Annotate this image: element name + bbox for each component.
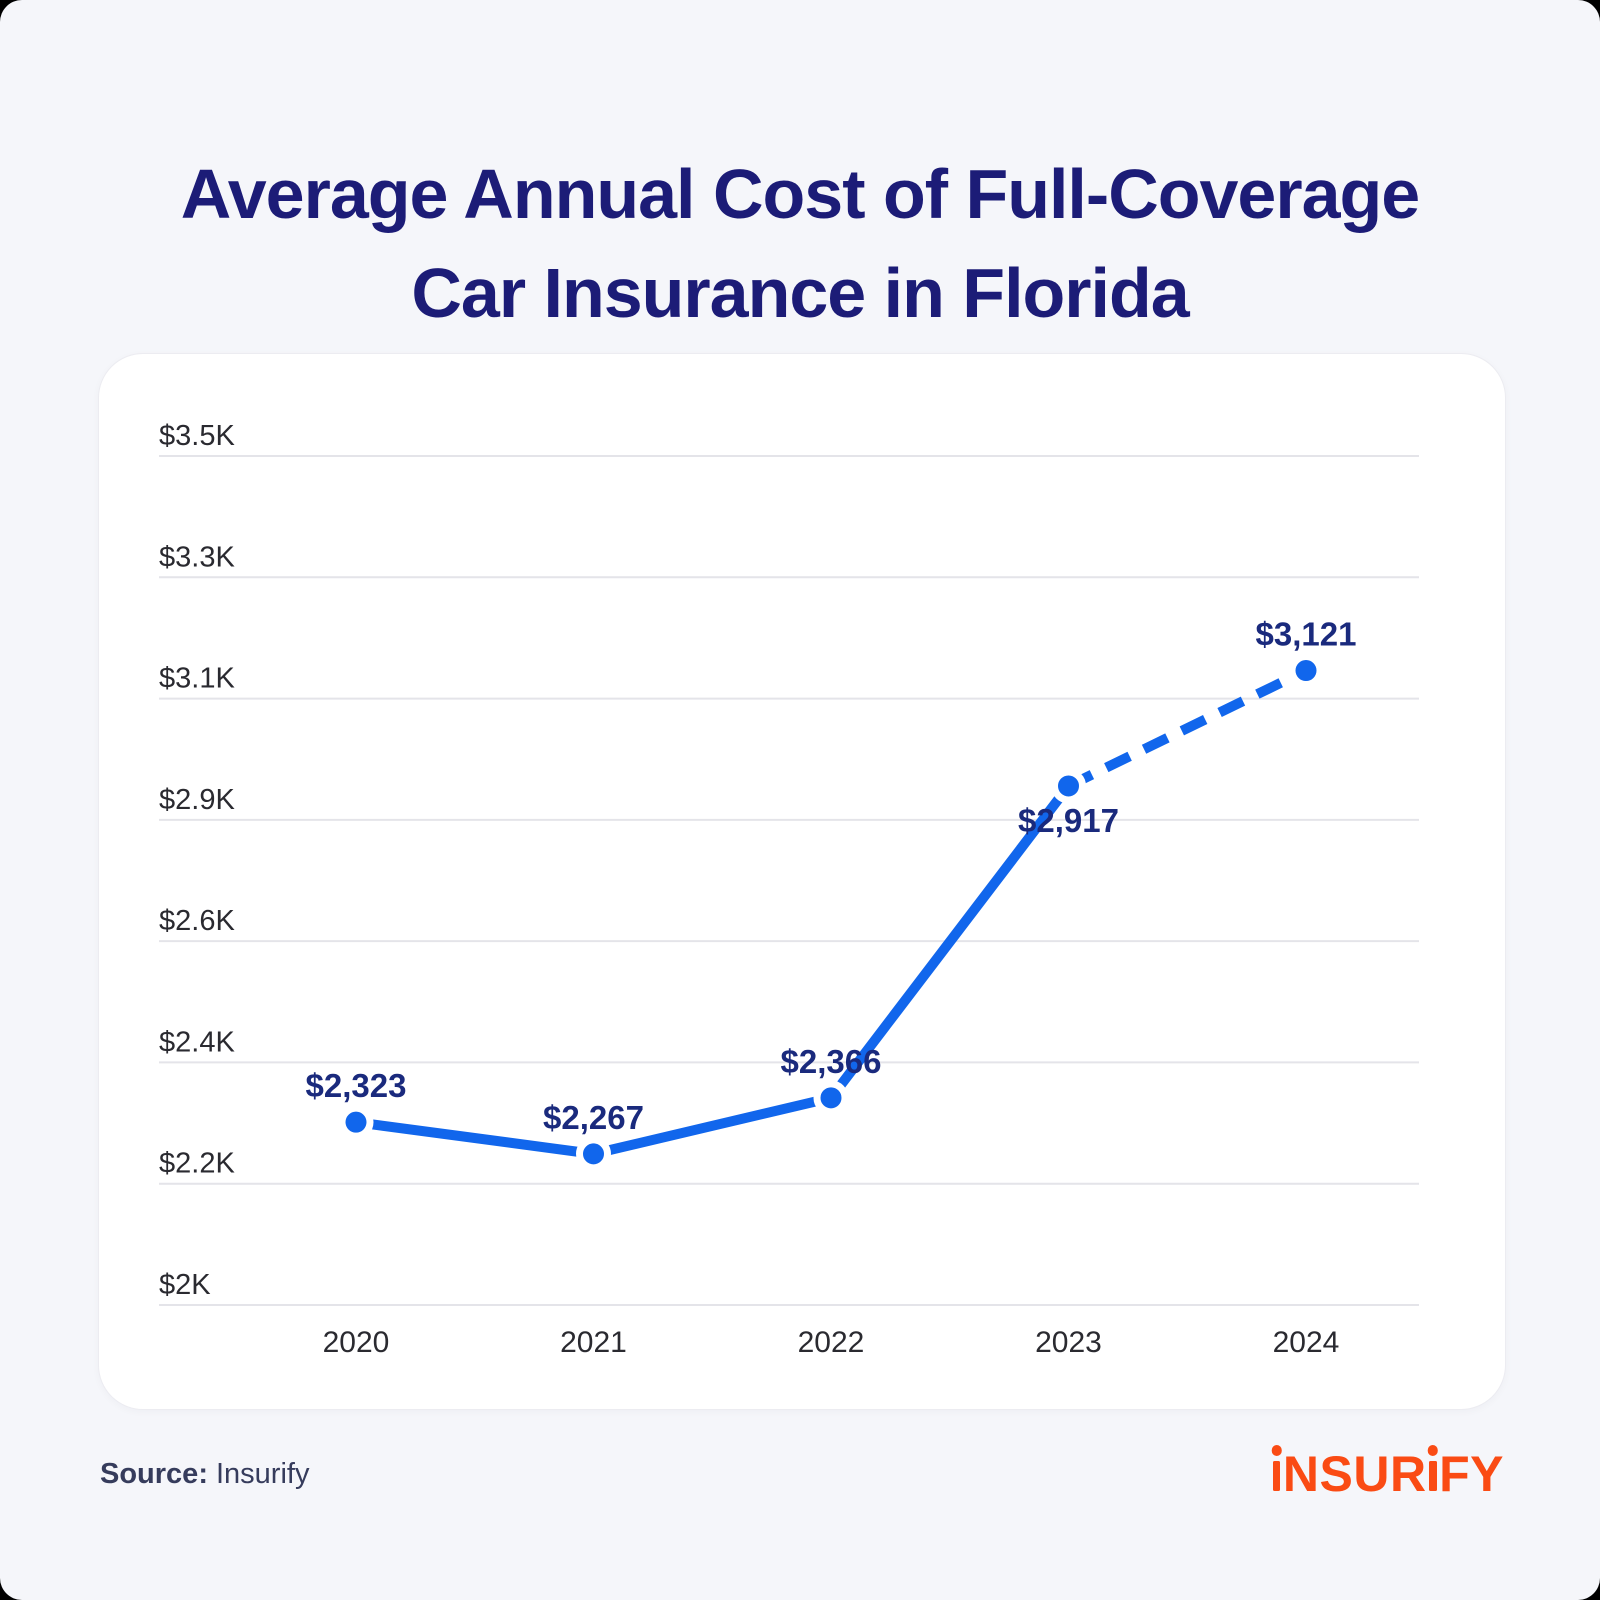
logo-letter-i-icon: [1272, 1461, 1281, 1491]
data-point: [813, 1080, 849, 1116]
x-tick-label: 2023: [1035, 1326, 1102, 1359]
logo-letter-i-icon: [1429, 1461, 1437, 1491]
insurify-logo: NSUR FY: [1270, 1449, 1504, 1499]
point-value-label: $2,267: [543, 1099, 644, 1136]
footer: Source: Insurify NSUR FY: [100, 1438, 1504, 1510]
data-point: [338, 1104, 374, 1140]
line-chart: $3.5K $3.3K $3.1K $2.9K $2.6K $2.4K $2.2K $2K 20…: [159, 420, 1419, 1359]
x-tick-label: 2022: [798, 1326, 865, 1359]
source-label: Source:: [100, 1457, 208, 1490]
point-value-label: $3,121: [1256, 616, 1357, 653]
data-point: [1288, 653, 1324, 689]
data-point: [576, 1136, 611, 1172]
y-tick-label: $2.6K: [159, 905, 235, 937]
page-title-line-2: Car Insurance in Florida: [411, 253, 1189, 332]
x-tick-label: 2021: [560, 1326, 627, 1359]
source-attribution: Source: Insurify: [100, 1458, 309, 1491]
point-value-label: $2,366: [781, 1043, 882, 1080]
chart-card: $3.5K $3.3K $3.1K $2.9K $2.6K $2.4K $2.2K $2K 20…: [98, 353, 1506, 1410]
y-tick-label: $2.9K: [159, 784, 235, 816]
point-value-label: $2,323: [306, 1067, 407, 1104]
logo-letters-nsur: NSUR: [1282, 1446, 1427, 1502]
trend-line-dashed: [1066, 666, 1309, 791]
point-value-label: $2,917: [1018, 802, 1119, 839]
page-title-line-1: Average Annual Cost of Full-Coverage: [180, 154, 1420, 233]
data-point: [1051, 768, 1086, 804]
logo-letters-fy: FY: [1439, 1446, 1504, 1502]
y-tick-label: $2K: [159, 1269, 211, 1301]
y-tick-label: $3.5K: [159, 420, 235, 452]
y-tick-label: $2.4K: [159, 1026, 235, 1058]
source-value: Insurify: [215, 1457, 310, 1490]
x-tick-label: 2020: [323, 1326, 390, 1359]
page-title: Average Annual Cost of Full-Coverage Car…: [0, 145, 1600, 343]
x-tick-label: 2024: [1273, 1326, 1340, 1359]
y-tick-label: $2.2K: [159, 1148, 235, 1180]
y-tick-label: $3.3K: [159, 541, 235, 573]
trend-line-solid: [351, 780, 1074, 1159]
y-tick-label: $3.1K: [159, 663, 235, 695]
